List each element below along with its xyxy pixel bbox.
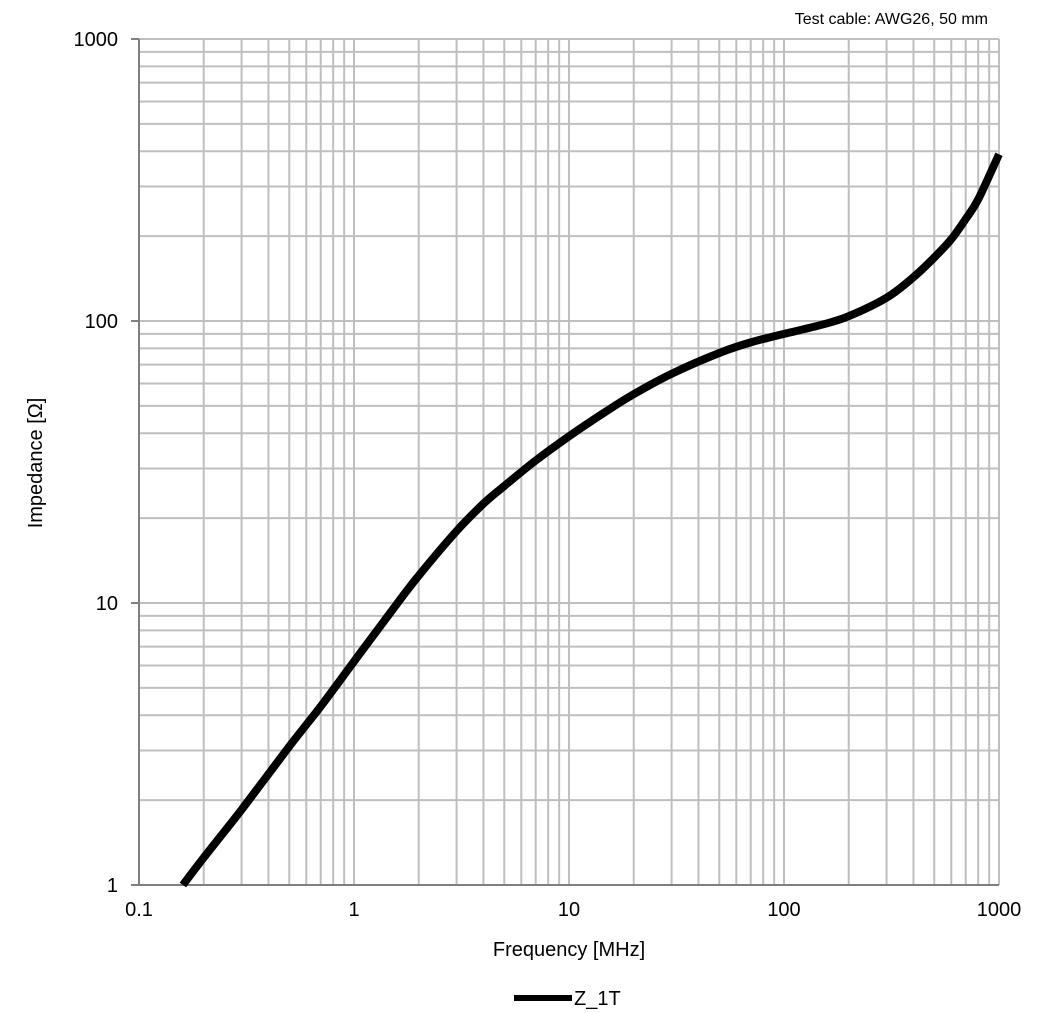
legend-label-z-1t: Z_1T xyxy=(574,988,621,1010)
x-tick-label: 1000 xyxy=(977,899,1022,921)
x-tick-label: 10 xyxy=(558,899,580,921)
y-tick-label: 1000 xyxy=(74,29,119,51)
x-tick-label: 100 xyxy=(767,899,800,921)
y-tick-label: 100 xyxy=(85,311,118,333)
series-layer xyxy=(179,152,1003,888)
y-tick-label: 10 xyxy=(96,593,118,615)
grid xyxy=(131,38,1000,886)
x-tick-label: 0.1 xyxy=(125,899,153,921)
y-tick-label: 1 xyxy=(107,875,118,897)
x-axis-title: Frequency [MHz] xyxy=(493,939,645,961)
y-axis-title: Impedance [Ω] xyxy=(25,398,47,529)
series-line-z-1t xyxy=(179,152,1003,888)
annotation: Test cable: AWG26, 50 mm xyxy=(795,11,988,28)
x-tick-label: 1 xyxy=(348,899,359,921)
tick-labels: 0.1 1 10 100 1000 1 10 100 1000 xyxy=(74,29,1022,921)
legend: Z_1T xyxy=(514,988,621,1010)
